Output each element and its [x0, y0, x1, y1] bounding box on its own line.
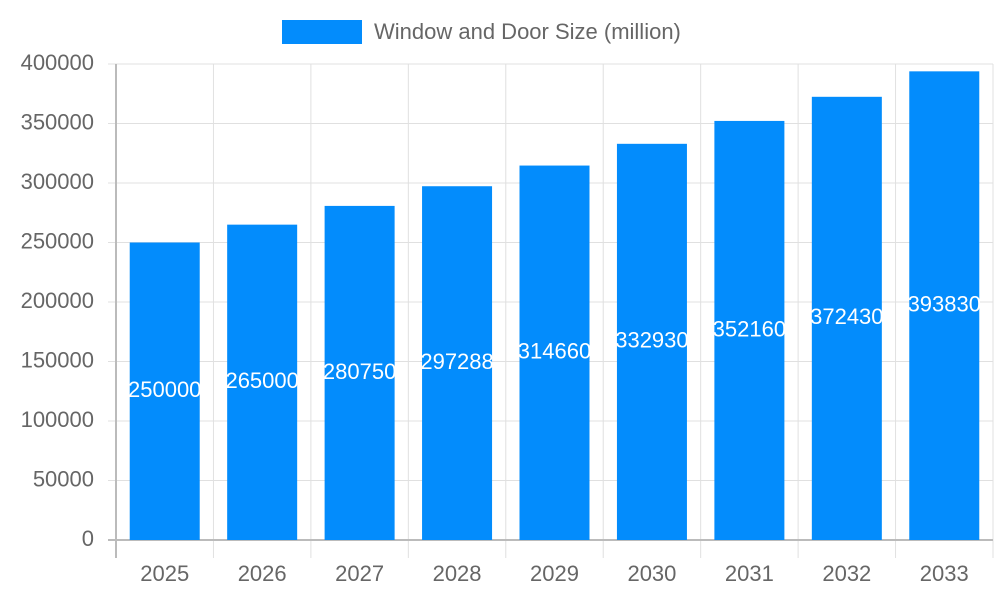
x-tick-label: 2025 [140, 561, 189, 586]
y-tick-label: 0 [82, 526, 94, 551]
bar [616, 143, 687, 540]
bar [909, 71, 980, 541]
x-tick-label: 2028 [433, 561, 482, 586]
value-label: 250000 [128, 377, 201, 402]
bar [714, 120, 785, 541]
legend-swatch [282, 20, 362, 44]
value-label: 265000 [225, 368, 298, 393]
y-tick-label: 200000 [21, 288, 94, 313]
bar [227, 224, 298, 540]
y-tick-label: 150000 [21, 347, 94, 372]
value-label: 393830 [908, 291, 981, 316]
x-tick-label: 2031 [725, 561, 774, 586]
y-tick-label: 350000 [21, 109, 94, 134]
value-label: 372430 [810, 304, 883, 329]
value-label: 280750 [323, 359, 396, 384]
y-tick-label: 100000 [21, 407, 94, 432]
x-tick-label: 2033 [920, 561, 969, 586]
x-tick-label: 2026 [238, 561, 287, 586]
x-tick-label: 2030 [627, 561, 676, 586]
bar [811, 96, 882, 541]
y-tick-label: 400000 [21, 50, 94, 75]
y-tick-label: 250000 [21, 228, 94, 253]
value-label: 332930 [615, 328, 688, 353]
value-label: 314660 [518, 339, 591, 364]
value-label: 297288 [420, 349, 493, 374]
bar [324, 205, 395, 540]
x-tick-label: 2032 [822, 561, 871, 586]
bar [519, 165, 590, 540]
y-tick-label: 300000 [21, 169, 94, 194]
x-tick-label: 2027 [335, 561, 384, 586]
value-label: 352160 [713, 316, 786, 341]
bar [422, 186, 493, 540]
y-tick-label: 50000 [33, 466, 94, 491]
bar [129, 242, 200, 540]
x-tick-label: 2029 [530, 561, 579, 586]
legend-label: Window and Door Size (million) [374, 19, 681, 44]
